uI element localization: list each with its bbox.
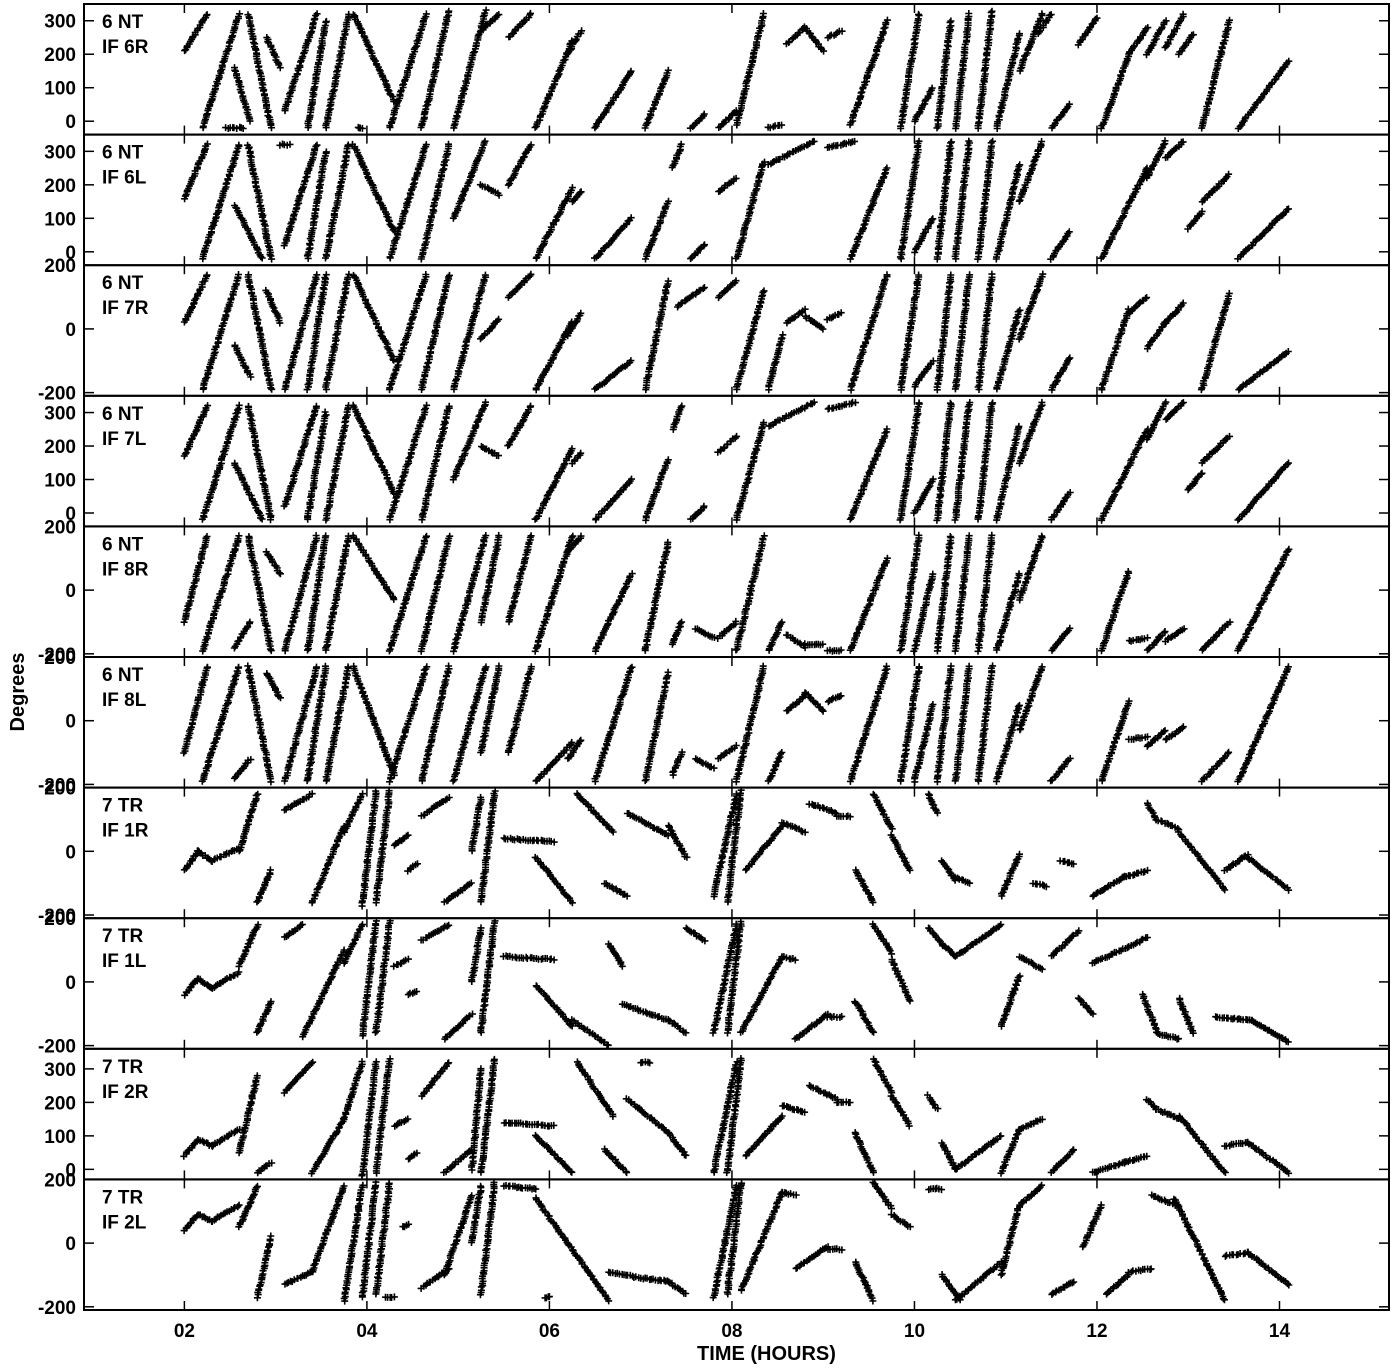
y-tick-label: -200 [38, 775, 76, 796]
panel-8: -200 0 200 7 TR IF 1L [38, 909, 1390, 1058]
panel-data-points [181, 918, 1292, 1049]
panel-data-points [181, 137, 1292, 263]
y-tick-label: 200 [44, 256, 76, 277]
data-marker-plus [181, 6, 1293, 132]
y-tick-label: 0 [65, 842, 76, 863]
y-tick-label: -200 [38, 384, 76, 405]
x-tick-label: 02 [174, 1321, 195, 1342]
y-tick-label: 100 [44, 209, 76, 230]
panel-data-points [181, 6, 1293, 132]
panel-label-if: IF 1R [102, 821, 149, 842]
panel-data-points [180, 398, 1292, 524]
panel-label-if: IF 1L [102, 951, 147, 972]
y-tick-label: 100 [44, 79, 76, 100]
y-tick-label: 100 [44, 1127, 76, 1148]
panel-data-points [180, 270, 1292, 394]
y-tick-label: 200 [44, 45, 76, 66]
data-marker-plus [180, 662, 1292, 786]
y-tick-label: 300 [44, 404, 76, 425]
x-tick-label: 08 [721, 1321, 742, 1342]
panel-data-points [180, 787, 1293, 910]
panel-6: -200 0 200 6 NT IF 8L [38, 648, 1390, 796]
panel-label-if: IF 8L [102, 690, 147, 711]
panel-label-if: IF 2L [102, 1212, 147, 1233]
panel-label-baseline: 6 NT [102, 12, 144, 33]
y-tick-label: 200 [44, 517, 76, 538]
y-tick-label: 0 [65, 1160, 76, 1181]
x-tick-label: 14 [1269, 1321, 1291, 1342]
x-tick-label: 12 [1086, 1321, 1107, 1342]
panel-label-baseline: 7 TR [102, 796, 143, 817]
y-tick-label: -200 [38, 1298, 76, 1319]
panel-label-baseline: 6 NT [102, 534, 144, 555]
panel-label-if: IF 8R [102, 559, 149, 580]
y-tick-label: 0 [65, 112, 76, 133]
panel-data-points [180, 662, 1292, 786]
y-tick-label: 0 [65, 243, 76, 264]
data-marker-plus [180, 531, 1293, 655]
data-marker-plus [181, 918, 1292, 1049]
panel-label-if: IF 7R [102, 298, 149, 319]
panel-data-points [180, 1055, 1293, 1180]
y-tick-label: 0 [65, 973, 76, 994]
y-axis-title: Degrees [7, 653, 29, 732]
panel-9: 0 100 200 300 7 TR IF 2R [44, 1047, 1390, 1181]
y-tick-label: 200 [44, 1170, 76, 1191]
y-tick-label: 0 [65, 581, 76, 602]
panel-label-if: IF 7L [102, 429, 147, 450]
panel-label-baseline: 6 NT [102, 404, 144, 425]
x-tick-label: 10 [904, 1321, 925, 1342]
panel-3: -200 0 200 6 NT IF 7R [38, 256, 1390, 405]
panel-data-points [180, 531, 1293, 655]
panel-10: -200 0 200 7 TR IF 2L [38, 1170, 1390, 1319]
panel-label-baseline: 7 TR [102, 1057, 143, 1078]
panel-label-baseline: 6 NT [102, 143, 144, 164]
panel-7: -200 0 200 7 TR IF 1R [38, 779, 1390, 927]
data-marker-plus [181, 137, 1292, 263]
panel-1: 0 100 200 300 6 NT IF 6R [44, 3, 1390, 136]
panel-data-points [180, 1179, 1293, 1305]
y-tick-label: -200 [38, 645, 76, 666]
panel-label-baseline: 7 TR [102, 926, 143, 947]
panel-label-baseline: 6 NT [102, 665, 144, 686]
panel-frame [83, 133, 1390, 267]
y-tick-label: 200 [44, 176, 76, 197]
y-tick-label: 200 [44, 648, 76, 669]
data-marker-plus [180, 1055, 1293, 1180]
x-axis-title: TIME (HOURS) [697, 1343, 836, 1365]
data-marker-plus [180, 398, 1292, 524]
panel-label-baseline: 6 NT [102, 273, 144, 294]
y-tick-label: -200 [38, 906, 76, 927]
y-tick-label: 300 [44, 12, 76, 33]
y-tick-label: 200 [44, 437, 76, 458]
y-tick-label: 300 [44, 1060, 76, 1081]
panel-2: 0 100 200 300 6 NT IF 6L [44, 133, 1390, 267]
y-tick-label: 200 [44, 1093, 76, 1114]
data-marker-plus [180, 1179, 1293, 1305]
panel-label-if: IF 2R [102, 1082, 149, 1103]
panel-label-if: IF 6L [102, 168, 147, 189]
data-marker-plus [180, 787, 1293, 910]
y-tick-label: 0 [65, 1234, 76, 1255]
y-tick-label: 300 [44, 142, 76, 163]
panel-4: 0 100 200 300 6 NT IF 7L [44, 394, 1390, 528]
panel-5: -200 0 200 6 NT IF 8R [38, 517, 1390, 666]
y-tick-label: -200 [38, 1037, 76, 1058]
data-marker-plus [180, 270, 1292, 394]
y-tick-label: 200 [44, 779, 76, 800]
y-tick-label: 0 [65, 320, 76, 341]
y-tick-label: 200 [44, 909, 76, 930]
x-tick-label: 06 [539, 1321, 560, 1342]
y-tick-label: 0 [65, 712, 76, 733]
y-tick-label: 0 [65, 504, 76, 525]
panel-label-if: IF 6R [102, 37, 149, 58]
x-tick-label: 04 [356, 1321, 378, 1342]
y-tick-label: 100 [44, 471, 76, 492]
panel-frame [83, 1178, 1390, 1312]
panel-label-baseline: 7 TR [102, 1187, 143, 1208]
